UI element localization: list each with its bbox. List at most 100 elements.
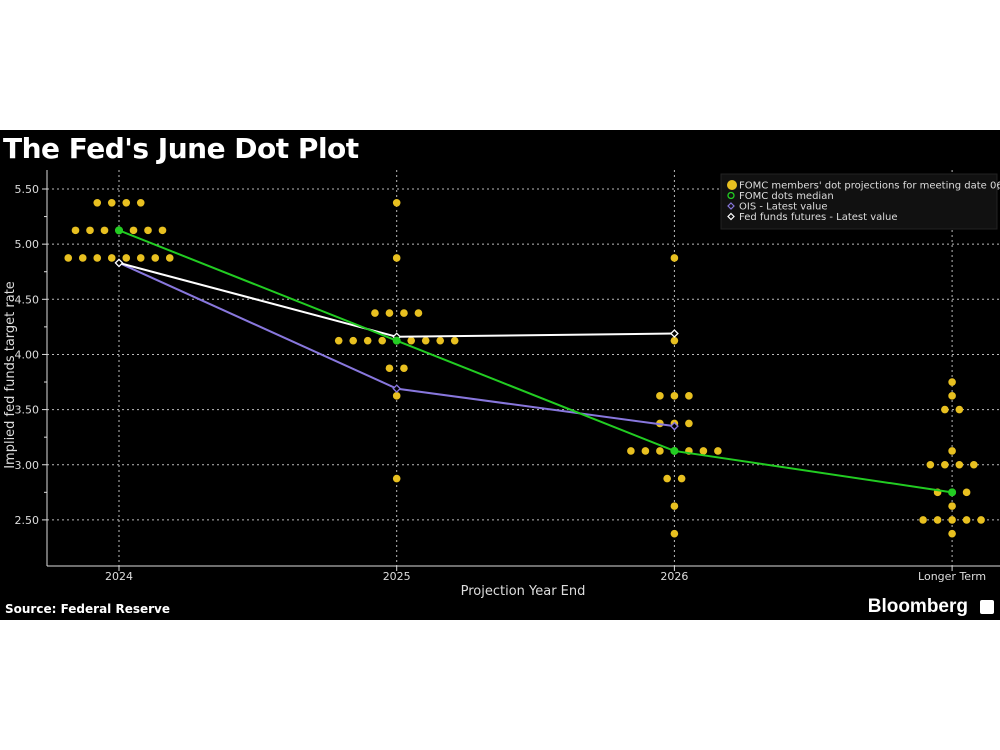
legend-label: FOMC members' dot projections for meetin… — [739, 181, 1000, 192]
projection-dot — [948, 516, 956, 524]
y-tick-label: 2.50 — [15, 514, 40, 527]
median-marker — [670, 446, 679, 455]
projection-dot — [670, 502, 679, 510]
bloomberg-chart-icon — [980, 600, 994, 614]
chart-title: The Fed's June Dot Plot — [3, 132, 359, 165]
projection-dot — [421, 336, 430, 345]
projection-dot — [948, 529, 956, 538]
projection-dot — [948, 447, 956, 455]
median-marker — [392, 336, 401, 345]
projection-dot — [926, 460, 935, 469]
projection-dot — [948, 378, 956, 386]
projection-dot — [714, 447, 722, 455]
projection-dot — [122, 198, 131, 207]
projection-dot — [685, 392, 693, 400]
projection-dot — [670, 254, 679, 262]
y-axis-label: Implied fed funds target rate — [3, 281, 18, 469]
futures-marker — [114, 258, 124, 268]
projection-dot — [919, 516, 927, 524]
projection-dot — [685, 419, 693, 428]
y-tick-label: 3.50 — [15, 404, 40, 417]
projection-dot — [670, 336, 679, 345]
projection-dot — [385, 309, 394, 317]
projection-dot — [400, 364, 408, 373]
projection-dot — [962, 488, 971, 497]
projection-dot — [948, 502, 956, 510]
legend-label: Fed funds futures - Latest value — [739, 212, 898, 223]
projection-dot — [64, 254, 73, 262]
projection-dot — [107, 198, 116, 207]
median-marker — [948, 488, 957, 497]
projection-dot — [955, 460, 964, 469]
projection-dot — [656, 447, 664, 455]
projection-dot — [392, 474, 401, 483]
legend-label: FOMC dots median — [739, 191, 834, 202]
projection-dot — [385, 364, 394, 373]
y-tick-label: 4.00 — [15, 348, 40, 361]
projection-dot — [933, 516, 942, 524]
legend-ois-icon — [727, 202, 735, 210]
projection-dot — [363, 336, 372, 345]
y-tick-label: 5.00 — [15, 238, 40, 251]
projection-dot — [165, 254, 174, 262]
projection-dot — [962, 516, 971, 524]
legend-futures-icon — [727, 212, 735, 221]
legend: FOMC members' dot projections for meetin… — [720, 173, 1000, 230]
projection-dot — [627, 447, 635, 455]
projection-dot — [970, 460, 978, 469]
projection-dot — [699, 447, 708, 455]
projection-dot — [663, 474, 671, 483]
projection-dot — [122, 254, 131, 262]
projection-dot — [107, 254, 116, 262]
dot-plot: 2.50 3.00 3.50 4.00 4.50 5.00 5.50 2024 2025 2026… — [3, 170, 1000, 599]
projection-dot — [378, 336, 387, 345]
projection-dot — [158, 226, 167, 235]
ois-marker — [392, 384, 402, 394]
projection-dot — [392, 392, 401, 400]
projection-dot — [392, 198, 401, 207]
median-line — [118, 229, 953, 494]
projection-dot — [93, 254, 102, 262]
y-tick-label: 4.50 — [15, 293, 40, 306]
projection-dot — [71, 226, 80, 235]
median-marker — [115, 226, 123, 235]
ois-marker — [669, 421, 679, 431]
x-axis-label: Projection Year End — [461, 584, 586, 599]
x-tick-label: 2024 — [105, 570, 133, 583]
legend-label: OIS - Latest value — [739, 202, 828, 213]
projection-dot — [93, 198, 102, 207]
projection-dot — [78, 254, 87, 262]
projection-dot — [948, 392, 956, 400]
projection-dot — [670, 392, 679, 400]
projection-dot — [450, 336, 459, 345]
legend-dot-icon — [727, 180, 737, 190]
projection-dot — [144, 226, 152, 235]
x-tick-label: 2026 — [660, 570, 688, 583]
x-tick-label: Longer Term — [918, 570, 986, 583]
y-tick-label: 3.00 — [15, 459, 40, 472]
source-note: Source: Federal Reserve — [5, 602, 170, 616]
projection-dot — [641, 447, 650, 455]
projection-dot — [955, 405, 964, 414]
projection-dot — [941, 405, 949, 414]
projection-dot — [129, 226, 138, 235]
projection-dot — [656, 392, 664, 400]
projection-dot — [414, 309, 423, 317]
x-tick-label: 2025 — [383, 570, 411, 583]
y-tick-label: 5.50 — [15, 183, 40, 196]
projection-dot — [86, 226, 94, 235]
projection-dot — [436, 336, 445, 345]
projection-dot — [677, 474, 686, 483]
projection-dot — [400, 309, 408, 317]
projection-dot — [371, 309, 379, 317]
projection-dot — [670, 529, 679, 538]
projection-dot — [407, 336, 416, 345]
projection-dot — [334, 336, 343, 345]
futures-marker — [669, 329, 679, 338]
projection-dot — [136, 254, 145, 262]
legend-box — [720, 173, 998, 230]
projection-dot — [136, 198, 145, 207]
chart-panel: The Fed's June Dot Plot 2.50 3.00 3.50 4.00… — [0, 130, 1000, 620]
legend-median-icon — [727, 191, 735, 200]
projection-dot — [977, 516, 985, 524]
